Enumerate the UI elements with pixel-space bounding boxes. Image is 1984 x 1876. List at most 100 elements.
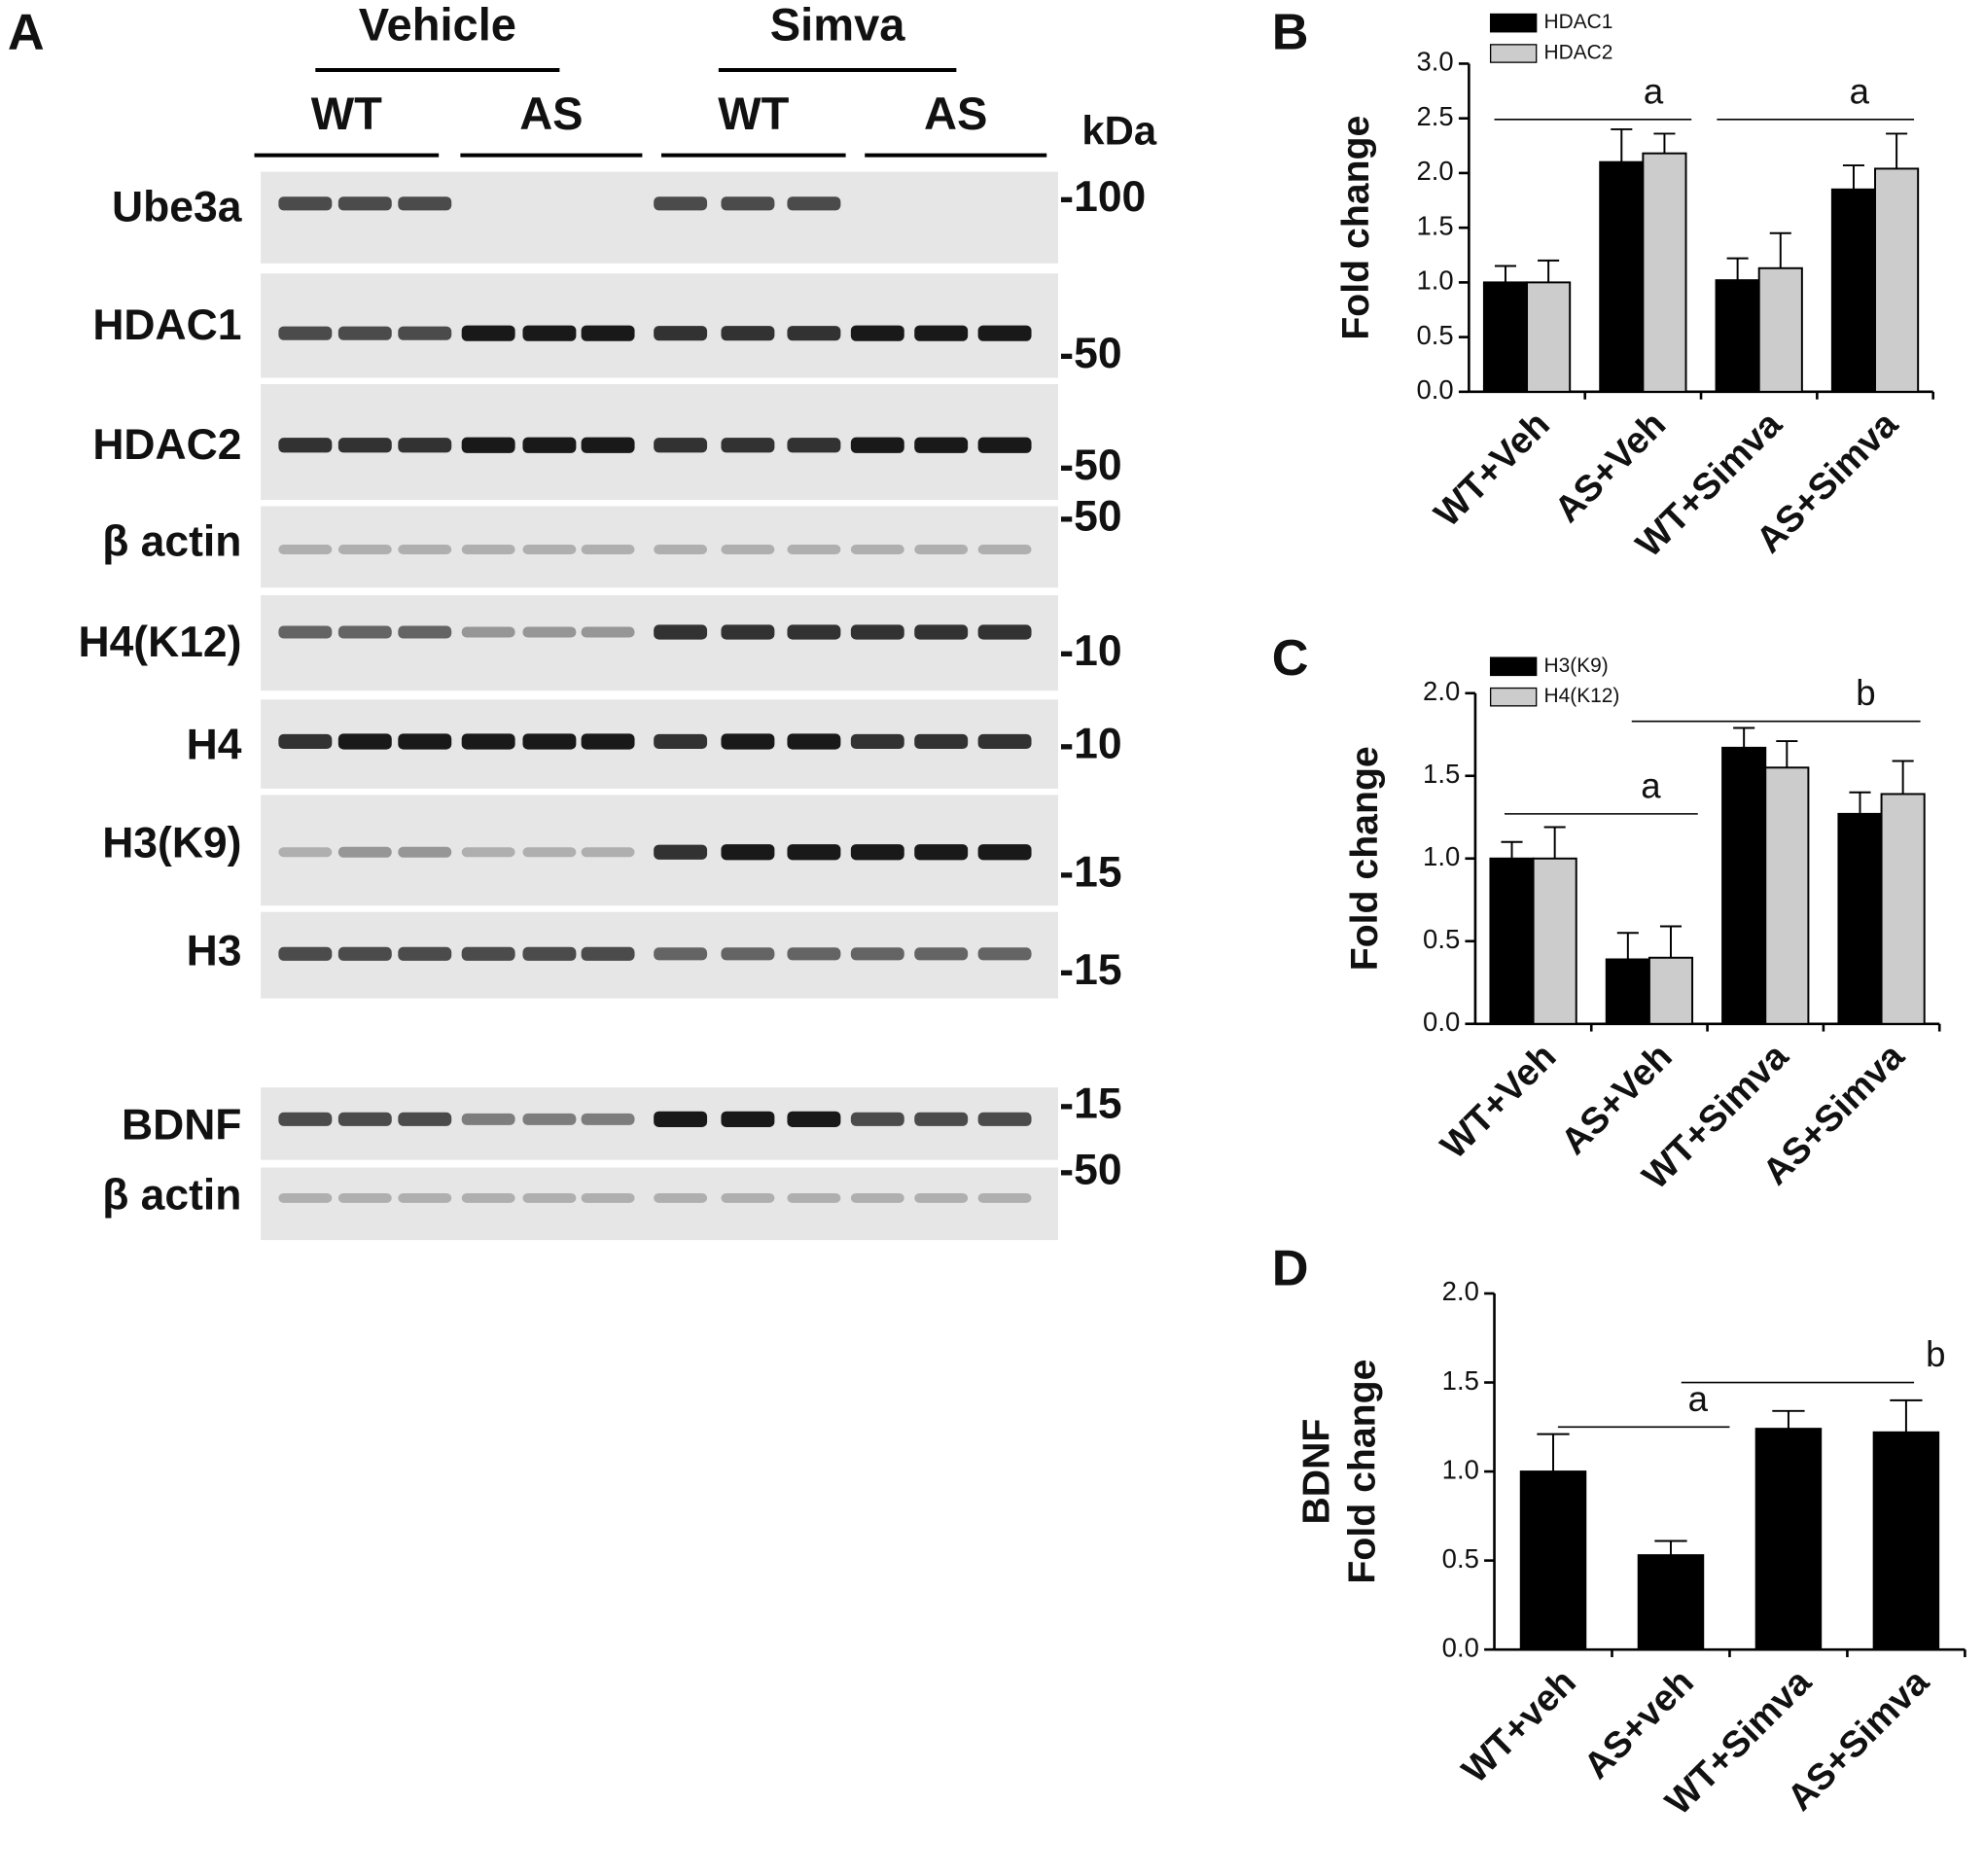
band — [850, 624, 904, 640]
band — [721, 196, 775, 211]
band — [850, 1192, 904, 1203]
band — [721, 326, 775, 341]
error-bar — [1616, 932, 1639, 960]
error-bar — [1733, 726, 1755, 748]
band — [721, 1111, 775, 1127]
band — [398, 545, 452, 554]
mw-marker: -15 — [1059, 946, 1121, 994]
band — [278, 196, 333, 211]
band — [977, 624, 1032, 640]
band — [398, 326, 452, 340]
error-bar — [1772, 1409, 1805, 1430]
band — [787, 733, 841, 750]
band — [914, 1112, 969, 1126]
band — [977, 1112, 1032, 1126]
mw-marker: -50 — [1059, 1147, 1121, 1194]
band — [977, 733, 1032, 750]
band — [461, 626, 515, 638]
band — [337, 733, 392, 750]
band — [787, 844, 841, 861]
y-tick-label: 2.0 — [1423, 676, 1460, 706]
y-tick-label: 1.5 — [1417, 210, 1454, 240]
error-bar — [1538, 259, 1560, 283]
band — [654, 1192, 708, 1203]
bar — [1532, 857, 1577, 1025]
y-tick-label: 2.0 — [1417, 156, 1454, 186]
error-bar — [1611, 127, 1633, 162]
bar — [1880, 793, 1926, 1025]
band — [654, 624, 708, 640]
bar — [1754, 1428, 1823, 1651]
band — [977, 545, 1032, 554]
band — [654, 733, 708, 750]
bar — [1637, 1554, 1705, 1651]
group-label: Simva — [770, 0, 905, 50]
band — [522, 437, 577, 453]
row-label: HDAC1 — [92, 301, 241, 349]
band — [278, 438, 333, 453]
band — [721, 438, 775, 453]
band — [914, 947, 969, 961]
band — [398, 946, 452, 961]
band — [654, 326, 708, 341]
error-bar — [1494, 265, 1517, 283]
error-bar — [1892, 760, 1914, 795]
band — [977, 1192, 1032, 1203]
row-label: Ube3a — [112, 184, 242, 231]
y-axis-label: Fold change — [1343, 746, 1386, 971]
bar — [1715, 279, 1760, 393]
panel-letter: C — [1272, 630, 1309, 687]
band — [721, 545, 775, 554]
y-axis-label: BDNF — [1294, 1419, 1337, 1525]
band — [522, 847, 577, 858]
x-tick-label: WT+veh — [1455, 1662, 1584, 1791]
band — [461, 1192, 515, 1203]
band — [787, 438, 841, 453]
bar — [1757, 266, 1803, 393]
band — [850, 325, 904, 341]
y-tick-label: 0.0 — [1442, 1632, 1479, 1662]
error-bar — [1543, 826, 1566, 859]
band — [337, 545, 392, 554]
band — [721, 947, 775, 961]
band — [337, 438, 392, 453]
significance-label: a — [1688, 1379, 1709, 1419]
band — [461, 1113, 515, 1125]
bar — [1489, 857, 1535, 1025]
mw-marker: -10 — [1059, 627, 1121, 675]
mw-marker: -50 — [1059, 442, 1121, 489]
bar — [1642, 152, 1687, 393]
bar — [1599, 160, 1645, 393]
significance-label: a — [1850, 71, 1870, 111]
band — [398, 1192, 452, 1203]
band — [581, 847, 635, 858]
y-tick-label: 1.0 — [1417, 265, 1454, 296]
legend-swatch — [1489, 656, 1538, 677]
band — [914, 545, 969, 554]
band — [398, 625, 452, 639]
band — [337, 625, 392, 639]
significance-label: a — [1644, 71, 1664, 111]
band — [522, 626, 577, 638]
y-tick-label: 3.0 — [1417, 47, 1454, 77]
bar — [1874, 167, 1920, 393]
y-tick-label: 2.5 — [1417, 101, 1454, 131]
y-tick-label: 0.5 — [1423, 924, 1460, 954]
row-label: H3 — [187, 928, 242, 975]
row-label: H3(K9) — [102, 819, 241, 867]
band — [337, 196, 392, 211]
band — [654, 438, 708, 453]
mw-marker: -50 — [1059, 492, 1121, 540]
bar — [1764, 766, 1810, 1025]
panel-letter: B — [1272, 5, 1309, 61]
bar — [1830, 188, 1877, 393]
band — [278, 1112, 333, 1126]
error-bar — [1659, 925, 1683, 958]
band — [914, 733, 969, 750]
legend-label: HDAC1 — [1544, 11, 1613, 33]
bar — [1721, 746, 1767, 1025]
y-axis-label: Fold change — [1341, 1360, 1384, 1584]
band — [461, 325, 515, 341]
mw-marker: -15 — [1059, 1080, 1121, 1128]
y-tick-label: 1.0 — [1423, 841, 1460, 871]
